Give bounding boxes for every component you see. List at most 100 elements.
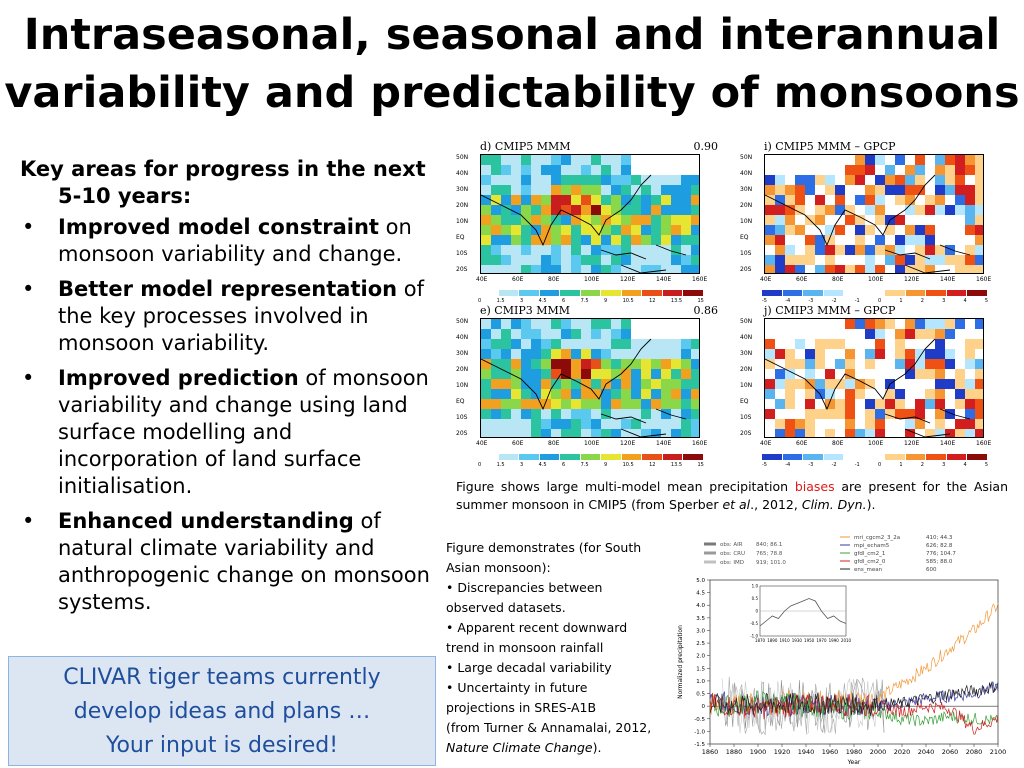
colorbar-tick: -3 xyxy=(808,462,814,468)
y-tick-label: 4.0 xyxy=(696,603,705,609)
colorbar-tick: 0 xyxy=(877,462,882,468)
x-tick-label: 2080 xyxy=(966,748,983,756)
caption2-item: • Apparent recent downward trend in mons… xyxy=(446,620,628,655)
colorbar-tick: -2 xyxy=(831,462,837,468)
longitude-label: 160E xyxy=(976,276,992,283)
x-tick-label: 1920 xyxy=(774,748,791,756)
inset-x-tick-label: 1990 xyxy=(829,638,840,643)
legend-label: obs: AIR xyxy=(720,542,743,548)
x-tick-label: 2060 xyxy=(942,748,959,756)
longitude-label: 60E xyxy=(512,440,524,447)
colorbar xyxy=(762,454,989,460)
latitude-label: 50N xyxy=(456,154,469,161)
inset-x-tick-label: 1910 xyxy=(779,638,790,643)
colorbar-tick: 4.5 xyxy=(538,462,547,468)
longitude-label: 100E xyxy=(584,440,600,447)
colorbar-tick: -5 xyxy=(762,298,767,304)
colorbar-tick: -4 xyxy=(785,462,791,468)
longitude-label: 60E xyxy=(796,440,808,447)
title-line-1: Intraseasonal, seasonal and interannual xyxy=(23,10,1001,60)
longitude-label: 40E xyxy=(760,276,772,283)
longitude-label: 80E xyxy=(548,276,560,283)
longitude-label: 140E xyxy=(940,276,956,283)
colorbar-tick: 13.5 xyxy=(670,298,683,304)
bullet-item: Better model representation of the key p… xyxy=(20,276,432,357)
callout-line-1: CLIVAR tiger teams currently xyxy=(63,665,381,690)
caption-journal: Clim. Dyn. xyxy=(801,497,867,512)
latitude-label: 40N xyxy=(456,170,469,177)
colorbar-tick: 3 xyxy=(519,462,524,468)
maps-caption: Figure shows large multi-model mean prec… xyxy=(456,478,1008,514)
latitude-label: 50N xyxy=(456,318,469,325)
bullet-item: Enhanced understanding of natural climat… xyxy=(20,508,432,616)
colorbar-ticks: -5 -4 -3 -2 -1 0 1 2 3 4 5 xyxy=(762,298,988,304)
latitude-label: 30N xyxy=(740,350,753,357)
bullet-bold: Improved model constraint xyxy=(58,215,379,239)
latitude-label: 30N xyxy=(456,186,469,193)
x-tick-label: 1860 xyxy=(702,748,719,756)
x-tick-label: 1980 xyxy=(846,748,863,756)
map-panel: d) CMIP5 MMM 0.90 50N 40N 30N 20N 10N EQ 10S 20S 4… xyxy=(456,140,726,304)
x-tick-label: 1880 xyxy=(726,748,743,756)
x-tick-label: 2040 xyxy=(918,748,935,756)
latitude-label: 10N xyxy=(456,382,469,389)
legend-stats: 626; 82.8 xyxy=(926,543,953,549)
colorbar-ticks: 0 1.5 3 4.5 6 7.5 9 10.5 12 13.5 15 xyxy=(478,298,704,304)
y-tick-label: 0 xyxy=(702,704,706,710)
precipitation-maps-figure: d) CMIP5 MMM 0.90 50N 40N 30N 20N 10N EQ 10S 20S 4… xyxy=(456,140,1010,470)
bullet-text: of natural climate variability and anthr… xyxy=(58,509,430,614)
latitude-label: 20N xyxy=(740,202,753,209)
bullet-bold: Improved prediction xyxy=(58,366,299,390)
colorbar-tick: -5 xyxy=(762,462,767,468)
legend-label: mpi_echam5 xyxy=(854,543,890,549)
latitude-label: EQ xyxy=(740,398,749,405)
map-field xyxy=(764,318,984,438)
legend-label: ens_mean xyxy=(854,567,883,573)
heading-line-1: Key areas for progress in the next xyxy=(20,157,426,181)
colorbar xyxy=(762,290,989,296)
ref-prefix: (from Turner & Annamalai, 2012, xyxy=(446,720,652,735)
longitude-label: 140E xyxy=(940,440,956,447)
colorbar-tick: 0 xyxy=(478,462,482,468)
legend-stats: 840; 86.1 xyxy=(756,542,782,548)
colorbar-tick: 3 xyxy=(942,298,946,304)
x-tick-label: 1900 xyxy=(750,748,767,756)
inset-x-tick-label: 1930 xyxy=(792,638,803,643)
colorbar-tick: 6 xyxy=(561,298,566,304)
key-areas-list: Improved model constraint on monsoon var… xyxy=(20,214,432,616)
longitude-label: 60E xyxy=(512,276,524,283)
latitude-label: EQ xyxy=(456,398,465,405)
caption2-reference: (from Turner & Annamalai, 2012, Nature C… xyxy=(446,718,660,758)
x-tick-label: 2100 xyxy=(990,748,1007,756)
x-tick-label: 1940 xyxy=(798,748,815,756)
inset-series-line xyxy=(759,598,847,627)
y-tick-label: 5.0 xyxy=(696,578,705,584)
latitude-label: 30N xyxy=(456,350,469,357)
latitude-label: 40N xyxy=(456,334,469,341)
map-field xyxy=(480,154,700,274)
colorbar-tick: 10.5 xyxy=(622,462,634,468)
y-tick-label: 3.0 xyxy=(696,628,705,634)
map-pattern-correlation: 0.86 xyxy=(693,304,719,317)
coastline xyxy=(765,338,971,437)
inset-y-tick-label: 0 xyxy=(755,609,758,614)
legend-label: mri_cgcm2_3_2a xyxy=(854,535,900,541)
caption-text: ). xyxy=(866,497,876,512)
x-axis-label: Year xyxy=(847,759,861,766)
legend-label: obs: IMD xyxy=(720,560,744,566)
model-series-line xyxy=(709,681,999,716)
colorbar-tick: 15 xyxy=(697,298,704,304)
longitude-label: 120E xyxy=(904,440,920,447)
map-panel-title: d) CMIP5 MMM xyxy=(480,140,571,153)
colorbar-tick: 7.5 xyxy=(580,298,589,304)
bullet-bold: Better model representation xyxy=(58,277,398,301)
longitude-label: 40E xyxy=(476,276,488,283)
colorbar-tick: 4 xyxy=(963,298,967,304)
map-pattern-correlation: 0.90 xyxy=(693,140,719,153)
colorbar-tick: -1 xyxy=(854,462,860,468)
coastline xyxy=(481,338,687,437)
latitude-label: EQ xyxy=(456,234,465,241)
ref-journal: Nature Climate Change xyxy=(446,740,593,755)
longitude-label: 40E xyxy=(476,440,488,447)
caption-highlight: biases xyxy=(794,479,835,494)
